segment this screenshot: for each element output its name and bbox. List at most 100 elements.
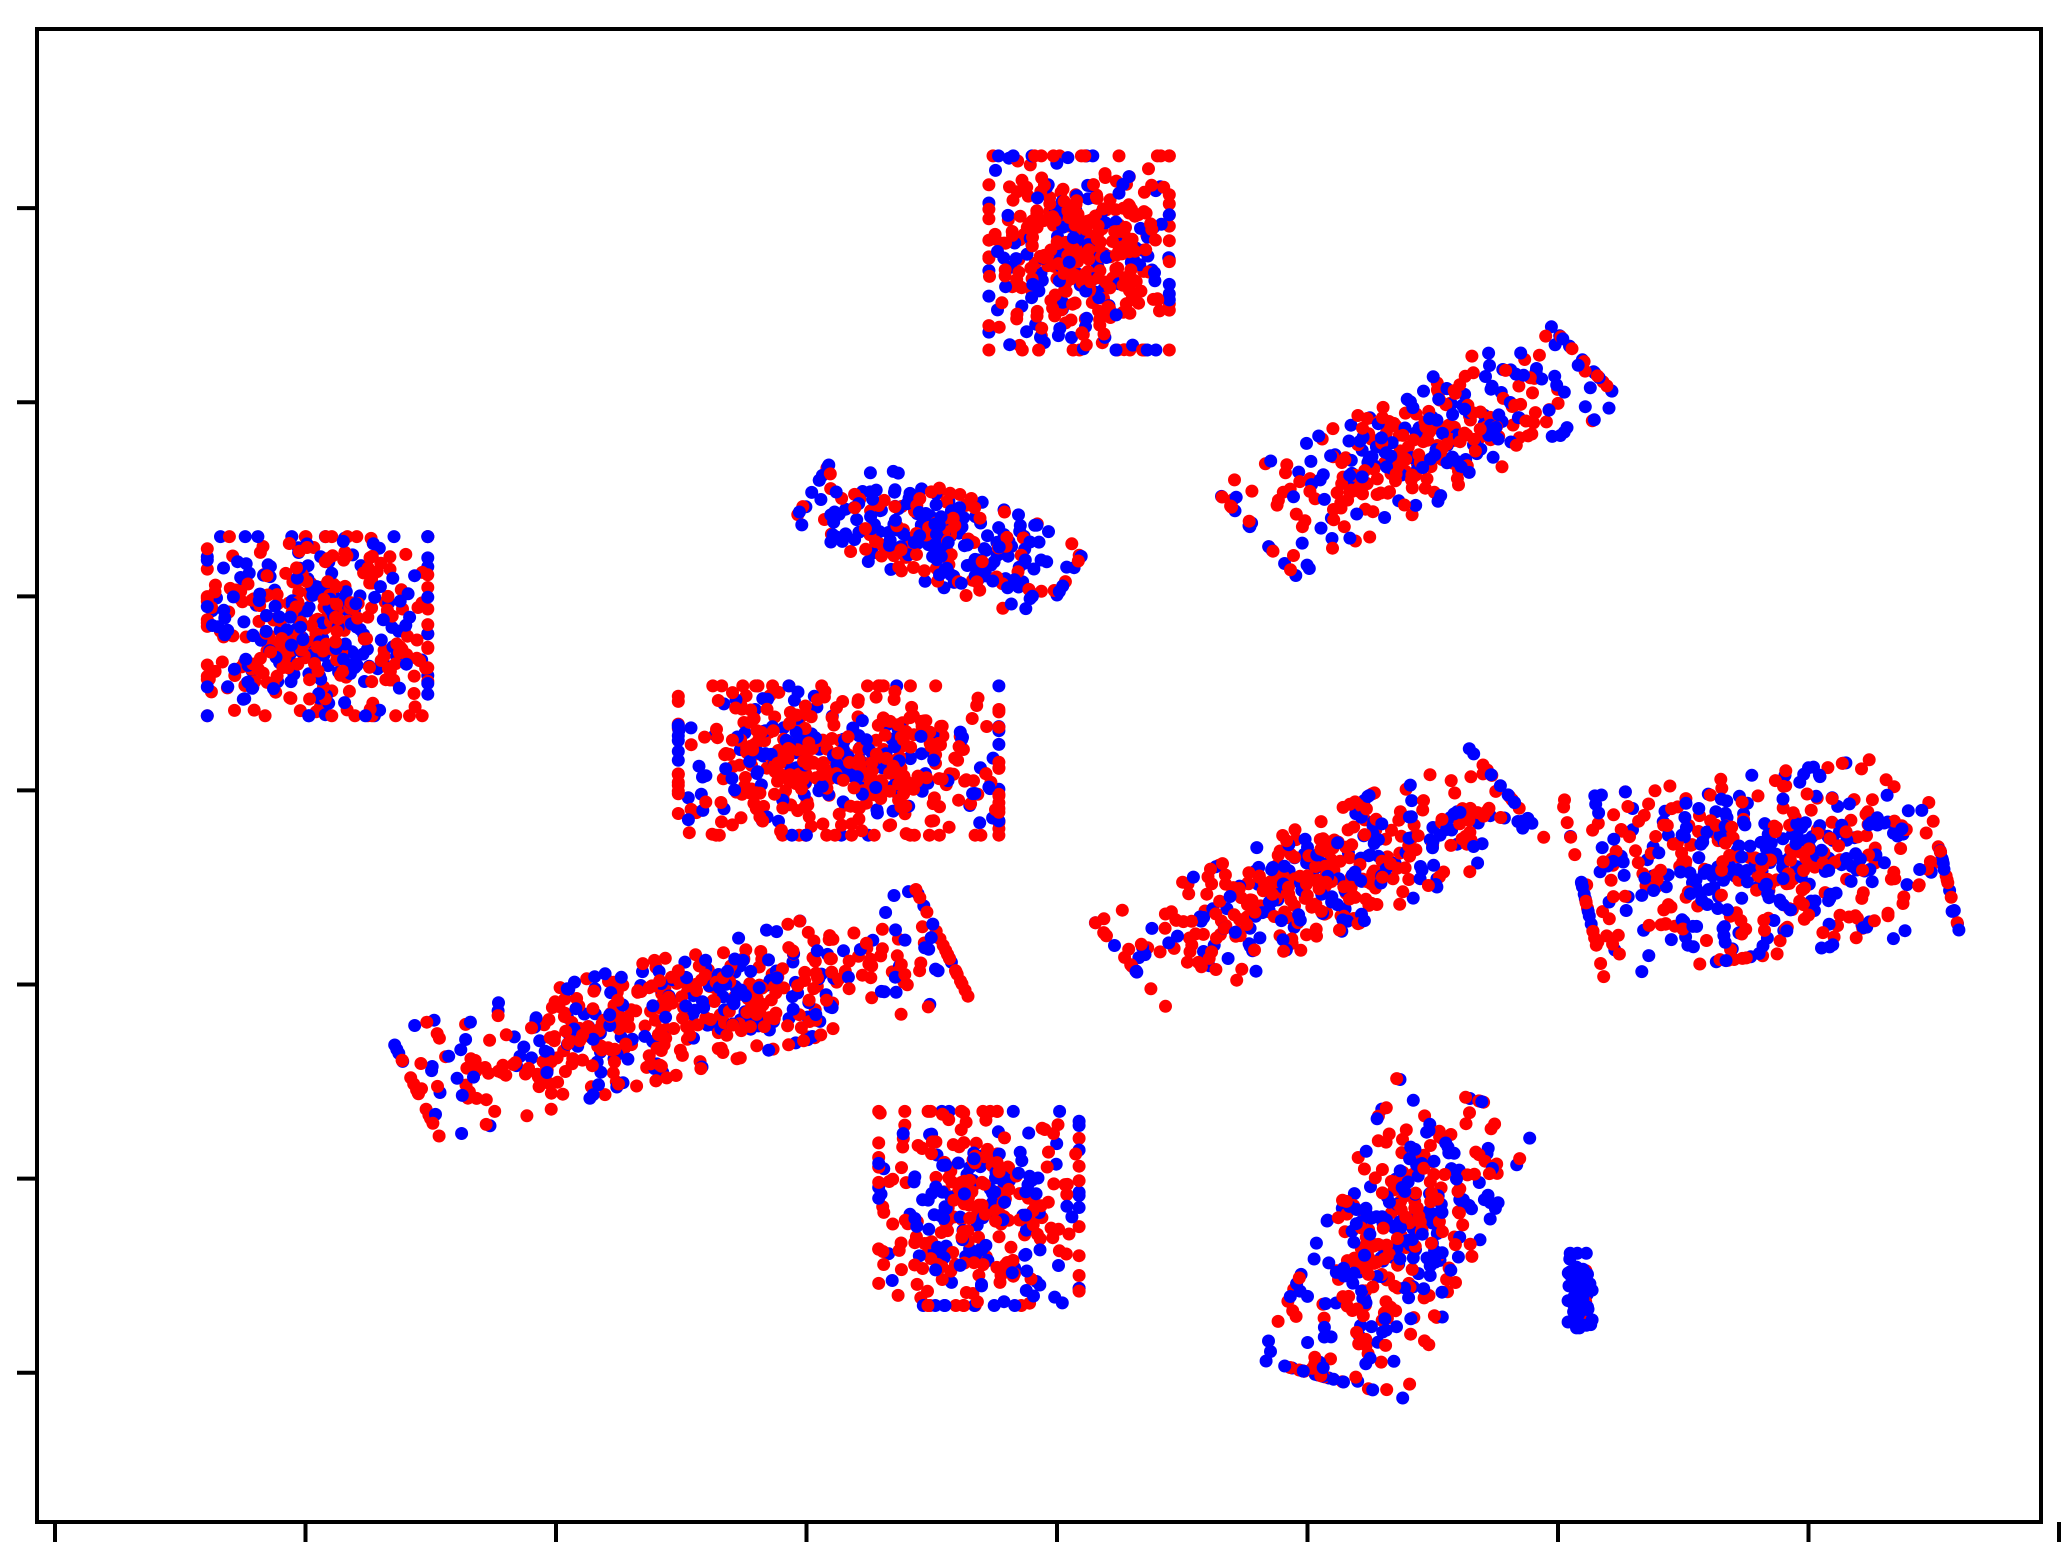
point-red xyxy=(1532,348,1546,362)
point-blue xyxy=(1080,311,1094,325)
point-red xyxy=(915,1142,929,1155)
point-red xyxy=(1162,255,1176,269)
point-red xyxy=(1823,832,1837,845)
point-red xyxy=(1109,262,1123,276)
point-red xyxy=(1423,1139,1437,1152)
point-red xyxy=(992,320,1006,334)
point-red xyxy=(1159,999,1172,1013)
point-red xyxy=(1101,300,1115,314)
point-red xyxy=(992,705,1006,719)
point-blue xyxy=(1607,832,1621,846)
point-red xyxy=(1887,865,1901,879)
point-red xyxy=(1432,1124,1446,1138)
point-red xyxy=(726,1018,740,1032)
point-red xyxy=(782,1038,796,1052)
point-red xyxy=(842,954,856,968)
point-blue xyxy=(1404,1312,1418,1326)
point-blue xyxy=(1822,864,1836,877)
point-blue xyxy=(1287,490,1300,504)
point-blue xyxy=(792,505,806,519)
point-red xyxy=(1248,943,1261,957)
point-red xyxy=(783,743,797,757)
point-blue xyxy=(692,759,706,773)
point-red xyxy=(1288,823,1302,837)
point-red xyxy=(1629,844,1642,858)
point-blue xyxy=(1592,806,1606,820)
point-blue xyxy=(1319,1297,1332,1311)
point-red xyxy=(421,568,435,582)
point-blue xyxy=(1122,170,1136,184)
point-red xyxy=(1240,918,1254,931)
point-red xyxy=(1856,863,1869,877)
point-blue xyxy=(1346,1276,1360,1290)
point-red xyxy=(421,661,435,675)
point-red xyxy=(499,1028,513,1042)
point-red xyxy=(1539,415,1553,429)
point-red xyxy=(1412,1209,1426,1223)
point-red xyxy=(1092,271,1106,285)
point-blue xyxy=(1405,1233,1419,1246)
point-red xyxy=(1402,873,1416,886)
point-blue xyxy=(1033,1243,1047,1257)
point-blue xyxy=(1387,1221,1401,1235)
point-red xyxy=(1659,917,1673,931)
point-blue xyxy=(226,590,240,604)
point-blue xyxy=(1052,1259,1065,1272)
point-red xyxy=(1796,898,1810,912)
point-red xyxy=(330,624,344,638)
point-red xyxy=(557,1010,571,1023)
point-red xyxy=(585,1059,599,1073)
point-red xyxy=(1894,842,1908,855)
point-blue xyxy=(888,513,902,527)
point-red xyxy=(1383,485,1396,499)
point-red xyxy=(1068,218,1082,232)
point-red xyxy=(992,1230,1006,1244)
point-blue xyxy=(1535,372,1549,386)
point-red xyxy=(910,1277,924,1291)
point-red xyxy=(1416,803,1430,817)
point-red xyxy=(1386,872,1400,886)
point-red xyxy=(479,1093,493,1107)
point-blue xyxy=(1446,408,1460,421)
point-red xyxy=(1350,1325,1364,1339)
point-red xyxy=(1072,1220,1086,1234)
point-blue xyxy=(1393,1252,1407,1266)
point-red xyxy=(1347,820,1361,834)
point-blue xyxy=(887,889,901,902)
point-red xyxy=(836,773,850,787)
point-blue xyxy=(1050,1137,1064,1151)
point-red xyxy=(1044,294,1058,307)
point-red xyxy=(992,755,1006,769)
point-red xyxy=(1059,1247,1073,1261)
point-blue xyxy=(1576,1273,1590,1287)
point-blue xyxy=(1544,320,1558,334)
point-red xyxy=(698,730,712,744)
point-blue xyxy=(922,942,936,956)
point-blue xyxy=(1767,914,1781,927)
point-blue xyxy=(492,996,505,1010)
point-red xyxy=(707,995,721,1008)
point-red xyxy=(1122,942,1136,956)
point-red xyxy=(714,796,728,809)
point-red xyxy=(1072,1269,1086,1282)
point-blue xyxy=(810,944,824,958)
point-blue xyxy=(1006,149,1020,163)
point-red xyxy=(330,597,344,611)
point-red xyxy=(1464,770,1478,784)
point-blue xyxy=(829,485,843,499)
point-red xyxy=(559,1024,573,1038)
point-red xyxy=(1835,756,1849,770)
point-red xyxy=(1169,913,1183,927)
point-blue xyxy=(339,585,353,599)
point-red xyxy=(683,1028,697,1042)
point-red xyxy=(1631,856,1645,870)
point-red xyxy=(1292,1271,1306,1285)
point-red xyxy=(719,747,733,760)
point-red xyxy=(845,828,859,842)
point-blue xyxy=(1514,346,1528,360)
point-red xyxy=(215,655,229,669)
point-red xyxy=(1326,422,1340,436)
point-red xyxy=(1409,1186,1423,1200)
point-blue xyxy=(931,964,945,978)
point-red xyxy=(797,754,811,768)
